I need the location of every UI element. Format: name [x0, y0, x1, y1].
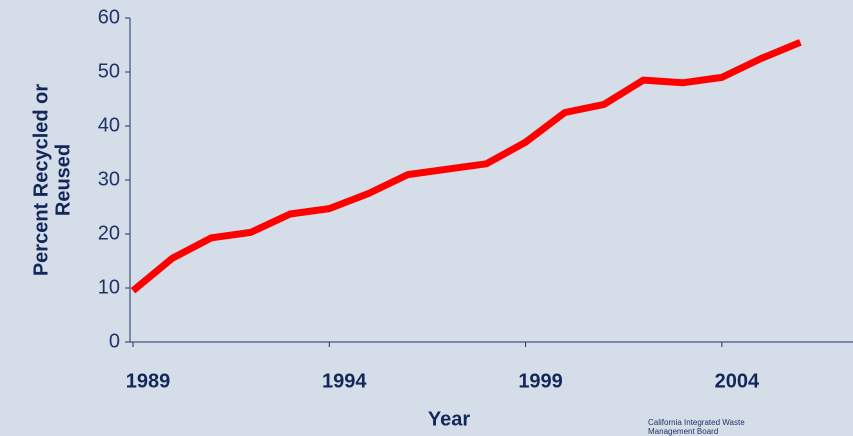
y-tick-label: 50	[98, 60, 120, 82]
y-tick-label: 60	[98, 6, 120, 28]
data-line	[130, 39, 802, 294]
credit: California Integrated Waste	[648, 418, 745, 427]
y-axis-label: Percent Recycled or	[30, 84, 52, 277]
y-tick-label: 0	[109, 330, 120, 352]
y-axis-label: Reused	[52, 144, 74, 216]
y-tick-label: 20	[98, 222, 120, 244]
x-tick-label: 1994	[322, 370, 367, 392]
x-tick-label: 1999	[518, 370, 563, 392]
x-axis-label: Year	[428, 408, 470, 430]
credit: Management Board	[648, 427, 718, 436]
y-tick-label: 40	[98, 114, 120, 136]
y-tick-label: 10	[98, 276, 120, 298]
y-tick-label: 30	[98, 168, 120, 190]
x-tick-label: 1989	[126, 370, 171, 392]
x-tick-label: 2004	[715, 370, 760, 392]
